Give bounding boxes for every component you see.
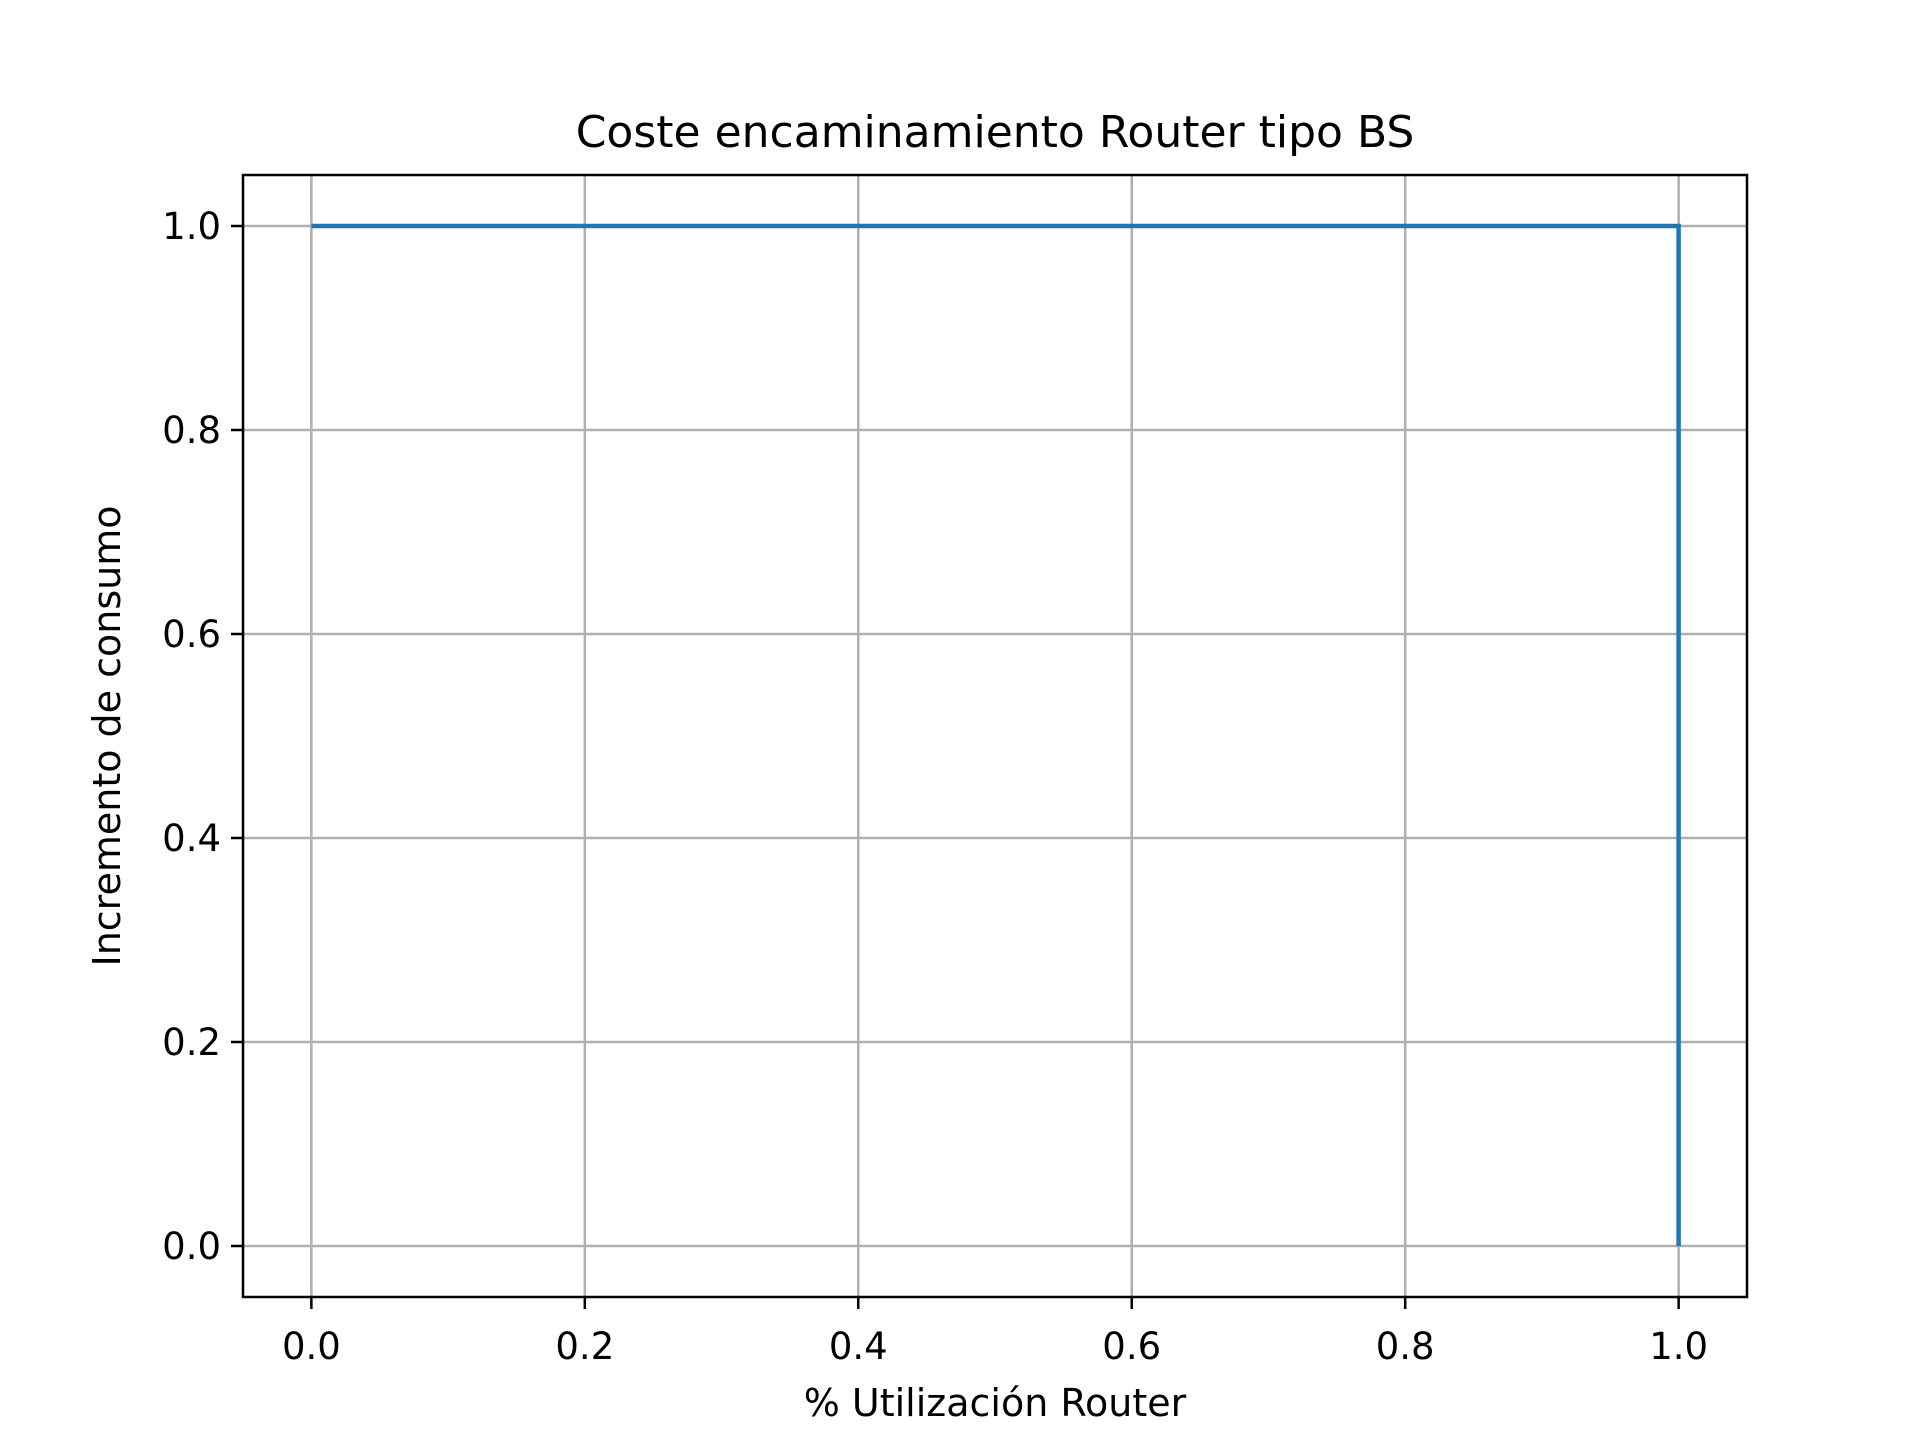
x-tick-label: 0.4 [829, 1325, 888, 1368]
y-tick-label: 0.2 [162, 1021, 221, 1064]
y-axis-label: Incremento de consumo [85, 505, 129, 966]
x-tick-label: 0.0 [282, 1325, 341, 1368]
series-layer [311, 223, 1681, 1246]
x-tick-label: 0.6 [1102, 1325, 1161, 1368]
plot-frame [241, 173, 1749, 1299]
x-tick-label: 1.0 [1649, 1325, 1708, 1368]
y-tick-label: 1.0 [162, 205, 221, 248]
chart-title: Coste encaminamiento Router tipo BS [576, 107, 1415, 158]
y-tick-label: 0.4 [162, 817, 221, 860]
x-axis-label: % Utilización Router [804, 1381, 1187, 1425]
y-tick-label: 0.0 [162, 1225, 221, 1268]
x-tick-label: 0.2 [555, 1325, 614, 1368]
ticks: 0.0 0.2 0.4 0.6 0.8 1.0 0.0 0.2 0.4 0.6 0.8 1.0 [162, 205, 1708, 1368]
y-tick-label: 0.8 [162, 409, 221, 452]
y-tick-label: 0.6 [162, 613, 221, 656]
x-tick-label: 0.8 [1376, 1325, 1435, 1368]
series-line [311, 223, 1681, 1246]
